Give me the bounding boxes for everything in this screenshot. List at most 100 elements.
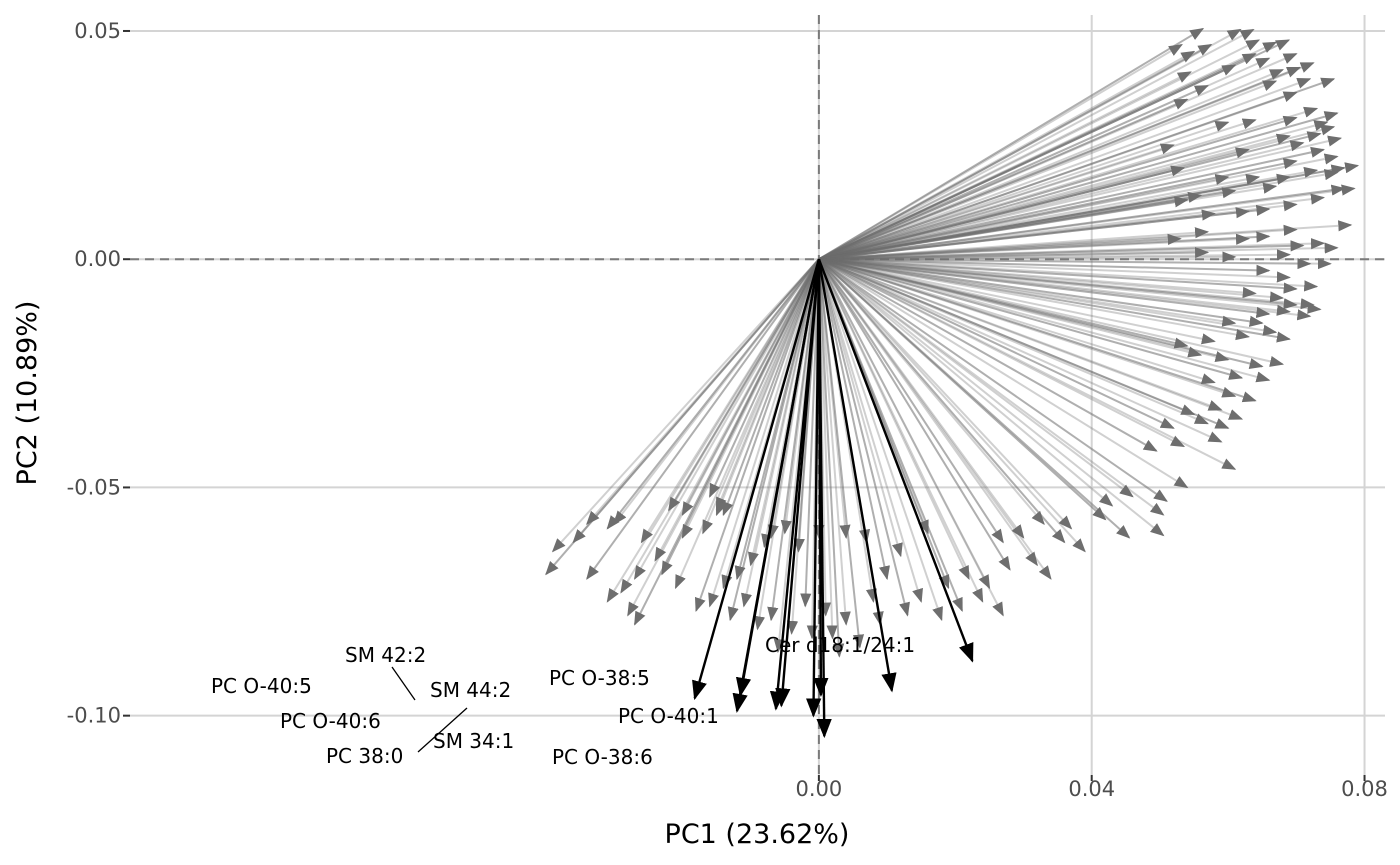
loading-vector (817, 258, 903, 558)
loading-vector (817, 258, 964, 612)
loading-vector (817, 259, 851, 540)
loading-vector (627, 258, 820, 617)
y-tick-label-1: 0.00 (74, 247, 121, 271)
loading-vector (818, 165, 1186, 261)
loading-vector (818, 209, 1216, 261)
loading-vector (681, 258, 820, 517)
loading-vector (818, 258, 1086, 553)
loading-vector (818, 91, 1298, 261)
loading-vector (818, 258, 1114, 507)
loading-vector (818, 115, 1298, 261)
loading-vector (674, 258, 820, 590)
loading-vector (818, 258, 1025, 539)
loading-vector (694, 258, 820, 612)
loading-vector (708, 258, 820, 608)
loading-vector (818, 68, 1284, 261)
loading-vector (818, 258, 1237, 471)
loading-vector (818, 120, 1329, 261)
y-tick-label-2: -0.05 (67, 475, 121, 499)
loading-vector (715, 258, 820, 512)
vector-annotations: PC O-40:5 SM 42:2 PC O-40:6 PC 38:0 SM 34:1 S… (211, 633, 915, 769)
loading-vector (780, 259, 820, 535)
loading-vector (818, 43, 1213, 261)
loading-vector (817, 258, 984, 603)
loading-vector (818, 258, 1291, 283)
vector-label-8: PC O-40:1 (618, 704, 719, 728)
loading-vector (818, 258, 1223, 443)
y-axis-title: PC2 (10.89%) (12, 301, 43, 486)
loading-vector (613, 258, 820, 526)
loading-vector (818, 258, 1189, 489)
loading-vector (818, 258, 1158, 452)
loading-vector (715, 258, 820, 517)
loading-vector (818, 258, 1285, 367)
loading-vector (818, 64, 1237, 261)
loading-vector (818, 258, 1298, 294)
loading-vector (818, 258, 1011, 571)
loading-vector (702, 258, 820, 535)
highlighted-vector-4 (775, 259, 821, 708)
vector-label-4: SM 34:1 (433, 729, 514, 753)
loading-vector (818, 61, 1315, 261)
loading-vector (818, 196, 1189, 261)
vector-label-7: PC O-38:6 (552, 745, 653, 769)
x-axis-title: PC1 (23.62%) (665, 819, 850, 850)
loading-vector (818, 258, 1271, 276)
loading-vector (741, 258, 820, 608)
loading-vector (817, 258, 890, 581)
highlighted-vector-2 (732, 258, 821, 713)
background-loading-vectors (545, 27, 1360, 658)
loading-vector (818, 174, 1230, 261)
loading-vector (818, 246, 1210, 261)
loading-vector (818, 258, 1073, 530)
loading-vector (817, 258, 943, 622)
loading-vector (551, 258, 820, 553)
loading-vector (818, 258, 1244, 420)
loading-vector (818, 258, 1264, 327)
loading-vector (818, 258, 1312, 270)
x-tick-label-0: 0.00 (796, 777, 843, 801)
loading-vector (818, 111, 1339, 261)
loading-vector (818, 71, 1192, 261)
highlighted-loading-vectors (692, 258, 974, 739)
loading-vector (734, 258, 820, 581)
loading-vector (818, 258, 1216, 345)
loading-vector (818, 258, 1291, 316)
loading-vector (606, 258, 820, 530)
loading-vector (818, 258, 1315, 310)
loading-vector (722, 258, 820, 517)
loading-vector (818, 258, 1298, 310)
loading-vector (818, 258, 1257, 299)
vector-label-3: PC 38:0 (326, 744, 403, 768)
loading-vector (818, 84, 1209, 261)
loading-vector (817, 258, 970, 580)
loading-vector (818, 43, 1183, 261)
loading-vector (633, 258, 820, 626)
highlighted-vector-5 (805, 259, 822, 718)
loading-vector (818, 258, 1052, 580)
loading-vector (817, 259, 865, 649)
loading-vector (818, 258, 1230, 430)
loading-vector (818, 28, 1255, 261)
loading-vector (818, 258, 1312, 321)
annotation-leader-line-1 (391, 666, 416, 701)
loading-vector (818, 50, 1196, 261)
loading-vector (818, 258, 1237, 327)
loading-vector (818, 258, 1175, 429)
vector-label-2: PC O-40:6 (280, 709, 381, 733)
highlighted-vector-7 (816, 259, 832, 739)
vector-label-0: PC O-40:5 (211, 674, 312, 698)
loading-vector (818, 258, 1291, 343)
loading-vector (818, 166, 1319, 261)
loading-vector (818, 258, 1250, 341)
loading-vector (708, 258, 820, 498)
loading-vector (817, 258, 923, 603)
loading-vector (818, 66, 1302, 261)
loading-vector (818, 77, 1312, 261)
loading-vector (818, 77, 1336, 261)
x-tick-label-1: 0.04 (1068, 777, 1115, 801)
loading-vector (818, 258, 1165, 537)
loading-vector (818, 233, 1182, 261)
y-tick-label-0: 0.05 (74, 19, 121, 43)
